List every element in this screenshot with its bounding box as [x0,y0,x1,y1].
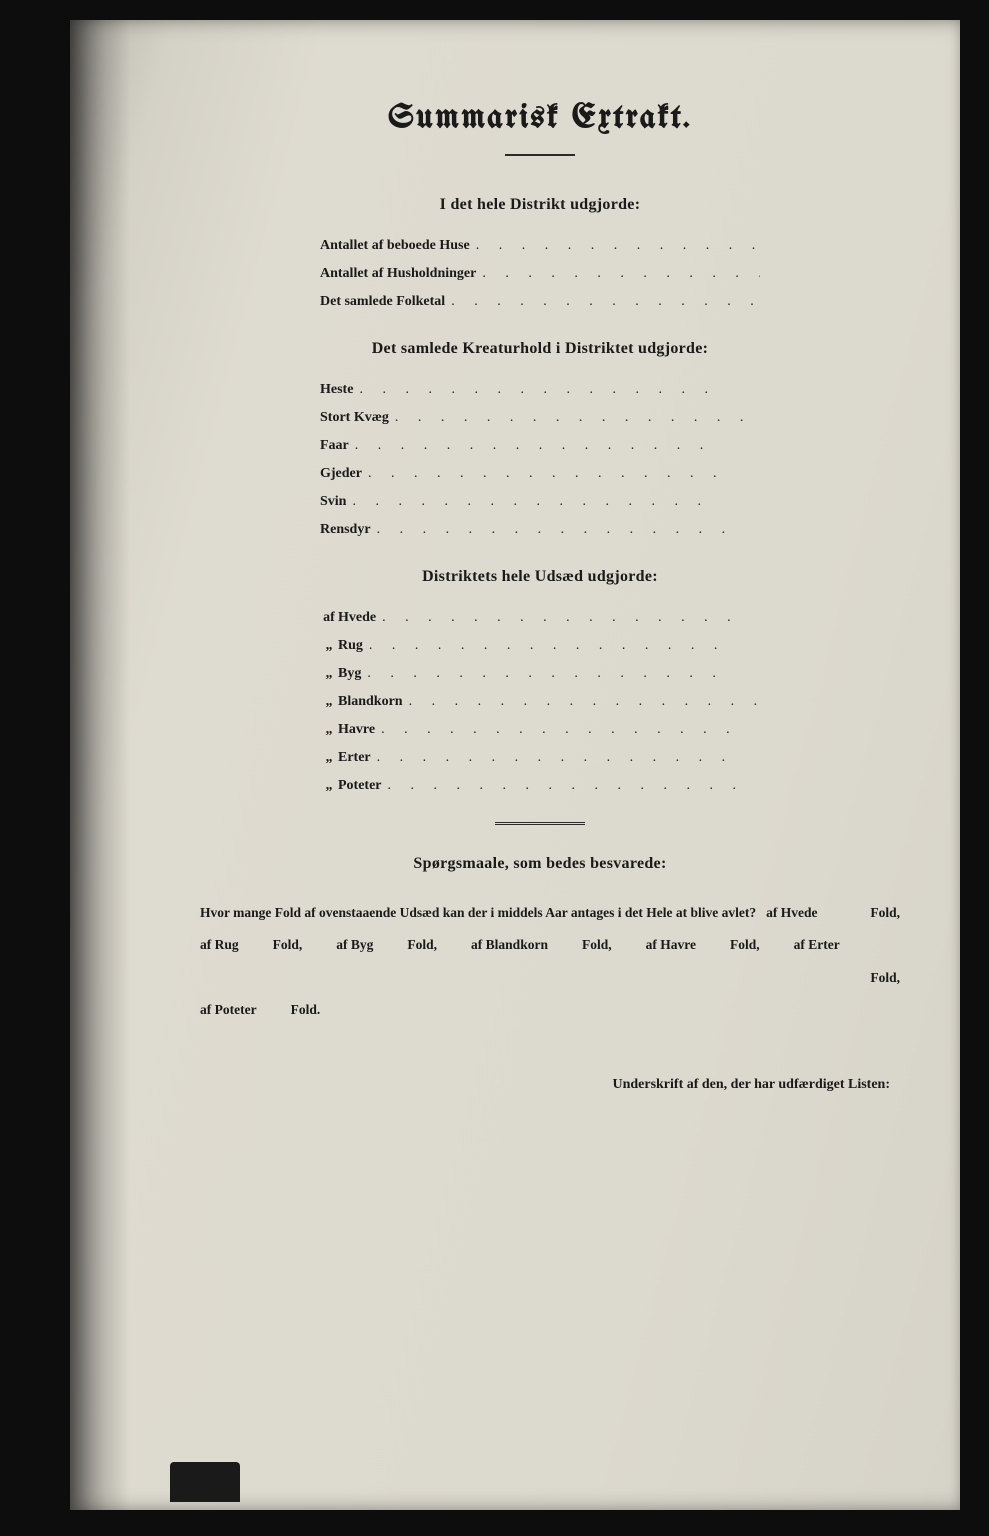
question-unit: Fold, [273,929,303,961]
question-unit: Fold, [862,897,900,929]
questions-block: Hvor mange Fold af ovenstaaende Udsæd ka… [200,897,900,1027]
question-unit: Fold, [862,962,900,994]
question-line: Hvor mange Fold af ovenstaaende Udsæd ka… [200,897,900,929]
leader-dots: . . . . . . . . . . . . . . . . [367,666,760,682]
item-label: Antallet af Husholdninger [320,266,482,282]
list-item: „ Erter . . . . . . . . . . . . . . . . [320,750,760,766]
livestock-block: Heste . . . . . . . . . . . . . . . . St… [320,382,760,538]
seed-block: af Hvede . . . . . . . . . . . . . . . .… [320,610,760,794]
leader-dots: . . . . . . . . . . . . . . . . [476,238,760,254]
document-page: Summarisk Extrakt. I det hele Distrikt u… [70,20,960,1510]
item-label: Rug [338,638,369,654]
list-item: Gjeder . . . . . . . . . . . . . . . . [320,466,760,482]
item-prefix: „ [320,638,338,654]
leader-dots: . . . . . . . . . . . . . . . . [377,750,760,766]
question-line: af Poteter Fold. [200,994,900,1026]
question-unit: Fold, [582,929,612,961]
leader-dots: . . . . . . . . . . . . . . . . [355,438,760,454]
district-block: Antallet af beboede Huse . . . . . . . .… [320,238,760,310]
item-label: Poteter [338,778,388,794]
item-prefix: „ [320,666,338,682]
item-label: Havre [338,722,381,738]
section-divider [495,822,585,825]
item-prefix: „ [320,694,338,710]
section-heading-questions: Spørgsmaale, som bedes besvarede: [160,855,920,873]
item-label: Antallet af beboede Huse [320,238,476,254]
page-title: Summarisk Extrakt. [160,100,920,136]
list-item: af Hvede . . . . . . . . . . . . . . . . [320,610,760,626]
list-item: Stort Kvæg . . . . . . . . . . . . . . .… [320,410,760,426]
item-label: Byg [338,666,367,682]
leader-dots: . . . . . . . . . . . . . . . . [352,494,760,510]
question-crop: af Rug [200,929,239,961]
item-prefix: af [320,610,338,626]
item-label: Gjeder [320,466,368,482]
list-item: Antallet af Husholdninger . . . . . . . … [320,266,760,282]
list-item: Antallet af beboede Huse . . . . . . . .… [320,238,760,254]
question-unit: Fold. [291,994,321,1026]
question-crop: af Havre [646,929,696,961]
list-item: „ Poteter . . . . . . . . . . . . . . . … [320,778,760,794]
item-label: Blandkorn [338,694,409,710]
question-crop: af Byg [336,929,373,961]
item-label: Faar [320,438,355,454]
item-label: Stort Kvæg [320,410,395,426]
item-label: Erter [338,750,377,766]
question-line: af Rug Fold, af Byg Fold, af Blandkorn F… [200,929,900,994]
leader-dots: . . . . . . . . . . . . . . . . [451,294,760,310]
item-label: Heste [320,382,359,398]
section-heading-seed: Distriktets hele Udsæd udgjorde: [160,568,920,586]
list-item: Rensdyr . . . . . . . . . . . . . . . . [320,522,760,538]
item-label: Svin [320,494,352,510]
item-prefix: „ [320,778,338,794]
leader-dots: . . . . . . . . . . . . . . . . [395,410,760,426]
list-item: „ Byg . . . . . . . . . . . . . . . . [320,666,760,682]
title-rule [505,154,575,156]
list-item: Svin . . . . . . . . . . . . . . . . [320,494,760,510]
list-item: „ Blandkorn . . . . . . . . . . . . . . … [320,694,760,710]
list-item: „ Havre . . . . . . . . . . . . . . . . [320,722,760,738]
binder-clip [170,1462,240,1502]
leader-dots: . . . . . . . . . . . . . . . . [368,466,760,482]
list-item: Det samlede Folketal . . . . . . . . . .… [320,294,760,310]
list-item: „ Rug . . . . . . . . . . . . . . . . [320,638,760,654]
item-label: Rensdyr [320,522,377,538]
scan-frame: Summarisk Extrakt. I det hele Distrikt u… [0,0,989,1536]
leader-dots: . . . . . . . . . . . . . . . . [359,382,760,398]
leader-dots: . . . . . . . . . . . . . . . . [377,522,760,538]
item-label: Det samlede Folketal [320,294,451,310]
question-unit: Fold, [730,929,760,961]
list-item: Heste . . . . . . . . . . . . . . . . [320,382,760,398]
signature-line: Underskrift af den, der har udfærdiget L… [160,1077,890,1093]
question-crop: af Hvede [766,897,817,929]
question-lead: Hvor mange Fold af ovenstaaende Udsæd ka… [200,897,756,929]
question-unit: Fold, [407,929,437,961]
leader-dots: . . . . . . . . . . . . . . . . [381,722,760,738]
leader-dots: . . . . . . . . . . . . . . . . [409,694,760,710]
list-item: Faar . . . . . . . . . . . . . . . . [320,438,760,454]
leader-dots: . . . . . . . . . . . . . . . . [382,610,760,626]
item-prefix: „ [320,750,338,766]
leader-dots: . . . . . . . . . . . . . . . . [482,266,760,282]
question-crop: af Erter [794,929,840,961]
item-label: Hvede [338,610,382,626]
section-heading-district: I det hele Distrikt udgjorde: [160,196,920,214]
leader-dots: . . . . . . . . . . . . . . . . [369,638,760,654]
section-heading-livestock: Det samlede Kreaturhold i Distriktet udg… [160,340,920,358]
leader-dots: . . . . . . . . . . . . . . . . [388,778,760,794]
question-crop: af Poteter [200,994,257,1026]
spine-shadow [70,20,130,1510]
item-prefix: „ [320,722,338,738]
question-crop: af Blandkorn [471,929,548,961]
